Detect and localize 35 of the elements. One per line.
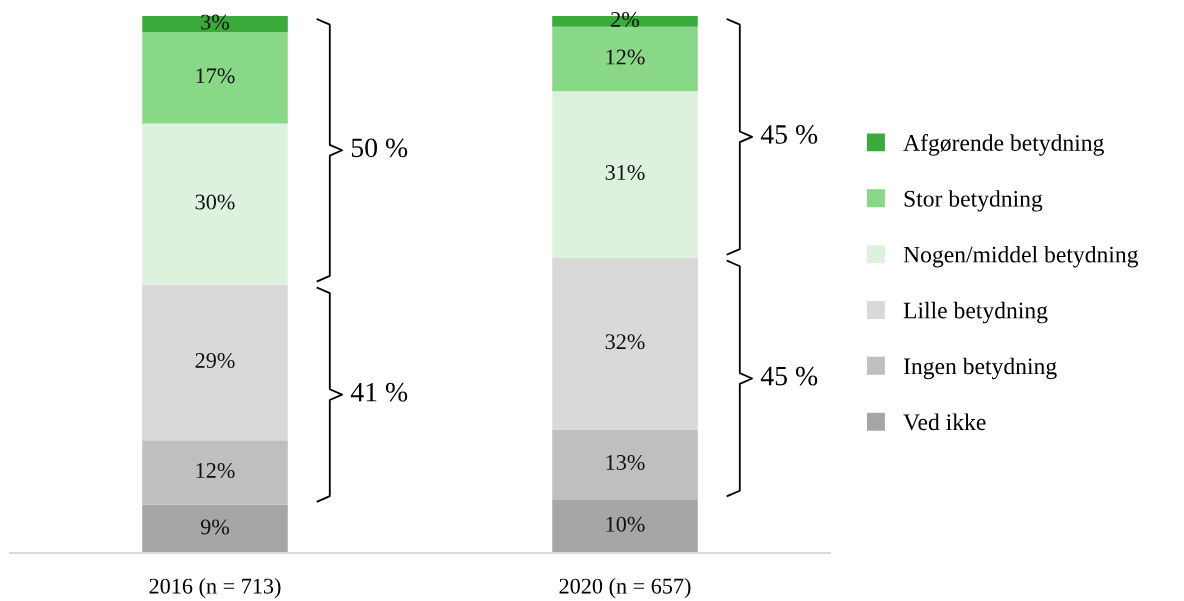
annotation: 41 % [350, 382, 408, 402]
data-label: 31% [605, 164, 645, 181]
data-label: 32% [605, 334, 645, 350]
annotation: 45 % [760, 366, 818, 386]
data-label: 9% [200, 519, 230, 535]
data-label: 17% [196, 68, 235, 84]
bar [142, 284, 288, 441]
legend-label: Nogen/middel betydning [903, 245, 1139, 268]
data-label: 10% [606, 516, 645, 532]
bar [142, 440, 288, 505]
bar [552, 91, 698, 258]
data-label: 12% [606, 49, 645, 65]
data-label: 30% [195, 194, 235, 210]
annotation: 50 % [351, 138, 408, 158]
x-tick-label: 2020 (n = 657) [559, 578, 691, 599]
data-label: 13% [606, 454, 645, 471]
data-label: 12% [196, 463, 235, 479]
data-label: 2% [611, 11, 640, 28]
bar [142, 504, 288, 553]
bar [552, 257, 698, 430]
bar [552, 26, 698, 92]
x-tick-label: 2016 (n = 713) [149, 578, 281, 599]
bar [552, 429, 698, 500]
legend-label: Ingen betydning [903, 357, 1057, 380]
data-label: 3% [201, 14, 230, 30]
bar [552, 499, 698, 553]
legend-label: Lille betydning [903, 301, 1048, 324]
bar [142, 16, 288, 33]
legend-label: Afgørende betydning [903, 134, 1104, 156]
legend-label: Ved ikke [903, 413, 986, 431]
legend-label: Stor betydning [904, 190, 1043, 212]
data-label: 29% [195, 352, 235, 368]
annotation: 45 % [760, 125, 818, 144]
bar [142, 123, 288, 285]
bar [142, 32, 288, 124]
